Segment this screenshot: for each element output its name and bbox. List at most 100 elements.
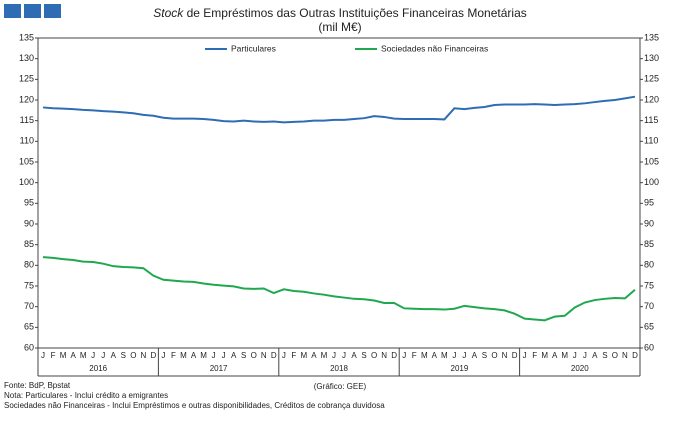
credit: (Gráfico: GEE) xyxy=(314,382,367,391)
y-tick-label: 135 xyxy=(19,32,34,42)
x-tick-label: F xyxy=(171,351,176,360)
y2-tick-label: 65 xyxy=(644,322,654,332)
x-tick-label: D xyxy=(391,351,397,360)
x-tick-label: N xyxy=(261,351,267,360)
x-tick-label: A xyxy=(191,351,197,360)
x-tick-label: M xyxy=(321,351,328,360)
x-tick-label: A xyxy=(472,351,478,360)
x-tick-label: O xyxy=(612,351,618,360)
series-line xyxy=(42,256,636,322)
legend-label: Sociedades não Financeiras xyxy=(381,43,488,53)
x-tick-label: A xyxy=(70,351,76,360)
y-tick-label: 110 xyxy=(20,136,34,146)
x-tick-label: A xyxy=(592,351,598,360)
x-tick-label: A xyxy=(552,351,558,360)
y-tick-label: 70 xyxy=(24,301,34,311)
x-tick-label: J xyxy=(212,351,216,360)
plot-frame xyxy=(37,37,641,349)
y-tick-label: 65 xyxy=(24,322,34,332)
y2-tick-label: 85 xyxy=(644,239,654,249)
x-tick-label: J xyxy=(452,351,456,360)
x-tick-label: S xyxy=(241,351,246,360)
x-tick-label: J xyxy=(583,351,587,360)
x-tick-label: F xyxy=(291,351,296,360)
x-tick-label: S xyxy=(361,351,366,360)
chart-subtitle: (mil M€) xyxy=(318,20,361,34)
y-tick-label: 125 xyxy=(19,74,34,84)
y2-tick-label: 60 xyxy=(644,342,654,352)
x-tick-label: O xyxy=(251,351,257,360)
x-tick-label: J xyxy=(573,351,577,360)
year-label: 2019 xyxy=(451,364,469,373)
x-tick-label: N xyxy=(622,351,628,360)
x-tick-label: J xyxy=(101,351,105,360)
y2-tick-label: 100 xyxy=(644,177,659,187)
x-tick-label: M xyxy=(200,351,207,360)
y2-tick-label: 125 xyxy=(644,74,659,84)
y2-tick-label: 95 xyxy=(644,198,654,208)
x-tick-label: J xyxy=(91,351,95,360)
x-tick-label: M xyxy=(441,351,448,360)
y2-tick-label: 110 xyxy=(644,136,658,146)
x-tick-label: J xyxy=(342,351,346,360)
logo-block xyxy=(4,4,21,18)
y-tick-label: 75 xyxy=(24,280,34,290)
y-tick-label: 120 xyxy=(19,94,34,104)
x-tick-label: J xyxy=(462,351,466,360)
chart-title: Stock de Empréstimos das Outras Institui… xyxy=(153,6,527,20)
x-tick-label: J xyxy=(332,351,336,360)
y2-tick-label: 75 xyxy=(644,280,654,290)
y2-tick-label: 70 xyxy=(644,301,654,311)
x-tick-label: N xyxy=(381,351,387,360)
logo-block xyxy=(44,4,61,18)
y2-tick-label: 90 xyxy=(644,218,654,228)
x-tick-label: F xyxy=(532,351,537,360)
x-tick-label: F xyxy=(412,351,417,360)
y-tick-label: 100 xyxy=(19,177,34,187)
year-label: 2020 xyxy=(571,364,589,373)
y2-tick-label: 115 xyxy=(644,115,658,125)
title-italic: Stock xyxy=(153,6,184,20)
x-tick-label: D xyxy=(632,351,638,360)
y-tick-label: 90 xyxy=(24,218,34,228)
legend-label: Particulares xyxy=(231,43,276,53)
x-tick-label: D xyxy=(150,351,156,360)
x-tick-label: O xyxy=(130,351,136,360)
x-tick-label: A xyxy=(111,351,117,360)
y-tick-label: 80 xyxy=(24,260,34,270)
y-tick-label: 115 xyxy=(20,115,34,125)
note: Fonte: BdP, Bpstat xyxy=(4,381,71,390)
year-label: 2017 xyxy=(210,364,228,373)
y-tick-label: 60 xyxy=(24,342,34,352)
x-tick-label: O xyxy=(491,351,497,360)
series-line xyxy=(42,95,636,124)
x-tick-label: J xyxy=(41,351,45,360)
x-tick-label: M xyxy=(80,351,87,360)
x-tick-label: J xyxy=(161,351,165,360)
y2-tick-label: 80 xyxy=(644,260,654,270)
x-tick-label: N xyxy=(140,351,146,360)
x-tick-label: M xyxy=(180,351,187,360)
x-tick-label: M xyxy=(541,351,548,360)
x-tick-label: D xyxy=(512,351,518,360)
y2-tick-label: 105 xyxy=(644,156,659,166)
x-tick-label: N xyxy=(502,351,508,360)
x-tick-label: J xyxy=(523,351,527,360)
y-tick-label: 95 xyxy=(24,198,34,208)
y2-tick-label: 135 xyxy=(644,32,659,42)
x-tick-label: S xyxy=(482,351,487,360)
x-tick-label: A xyxy=(351,351,357,360)
x-tick-label: A xyxy=(231,351,237,360)
year-label: 2018 xyxy=(330,364,348,373)
x-tick-label: J xyxy=(222,351,226,360)
y-tick-label: 85 xyxy=(24,239,34,249)
x-tick-label: A xyxy=(311,351,317,360)
note: Sociedades não Financeiras - Inclui Empr… xyxy=(4,401,385,410)
x-tick-label: M xyxy=(421,351,428,360)
logo-block xyxy=(24,4,41,18)
y-tick-label: 105 xyxy=(19,156,34,166)
x-tick-label: D xyxy=(271,351,277,360)
note: Nota: Particulares - Inclui crédito a em… xyxy=(4,391,168,400)
x-tick-label: J xyxy=(402,351,406,360)
